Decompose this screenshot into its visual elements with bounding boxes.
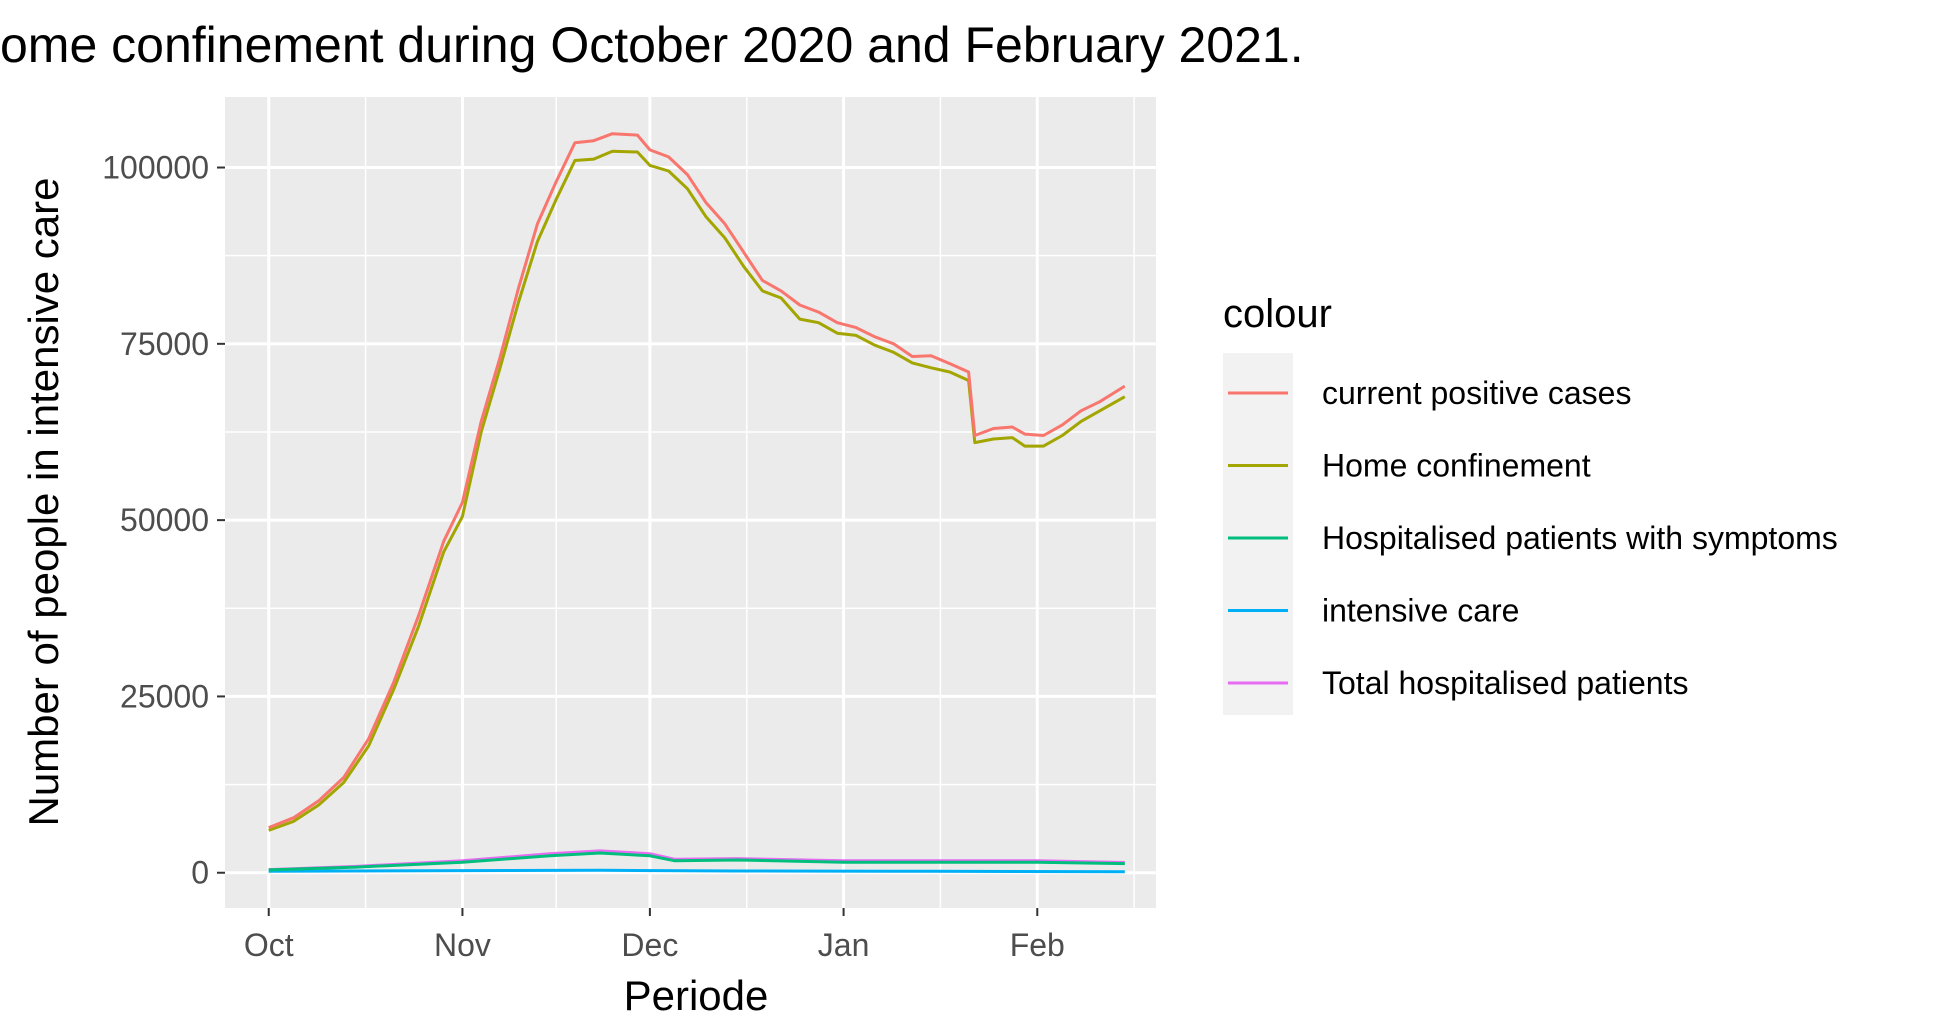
grid-major — [225, 97, 1156, 908]
x-tick-label: Feb — [1010, 927, 1065, 963]
y-tick-label: 25000 — [120, 678, 209, 714]
chart-title: ome confinement during October 2020 and … — [0, 17, 1304, 73]
x-tick-label: Nov — [434, 927, 491, 963]
legend-label-hospitalised-patients-with-symptoms: Hospitalised patients with symptoms — [1322, 520, 1838, 556]
series-line-hospitalised-patients-with-symptoms — [268, 851, 1125, 872]
grid-minor — [225, 97, 1156, 908]
x-tick-label: Dec — [621, 927, 678, 963]
legend-title: colour — [1223, 292, 1332, 336]
y-tick-label: 50000 — [120, 502, 209, 538]
series-line-home-confinement — [268, 149, 1126, 832]
legend-key-background — [1223, 353, 1293, 715]
series-line-intensive-care — [268, 868, 1125, 874]
legend-label-intensive-care: intensive care — [1322, 593, 1519, 629]
legend-label-home-confinement: Home confinement — [1322, 448, 1591, 484]
legend-items: current positive cases Home confinement Ho… — [1228, 375, 1838, 701]
y-tick-label: 75000 — [120, 326, 209, 362]
y-tick-label: 100000 — [102, 150, 209, 186]
legend-label-total-hospitalised-patients: Total hospitalised patients — [1322, 665, 1688, 701]
plot-panel — [225, 97, 1156, 908]
y-axis-title: Number of people in intensive care — [20, 177, 67, 826]
y-tick-label: 0 — [191, 855, 209, 891]
x-axis-title: Periode — [624, 972, 769, 1019]
axis-ticks: 0 25000 50000 75000 100000 Oct Nov Dec Jan Feb — [102, 150, 1065, 963]
series-layer — [268, 132, 1126, 874]
series-line-current-positive-cases — [268, 132, 1126, 829]
x-tick-label: Oct — [244, 927, 294, 963]
legend: colour current positive cases Home confin… — [1223, 292, 1838, 715]
legend-label-current-positive-cases: current positive cases — [1322, 375, 1631, 411]
x-tick-label: Jan — [818, 927, 870, 963]
